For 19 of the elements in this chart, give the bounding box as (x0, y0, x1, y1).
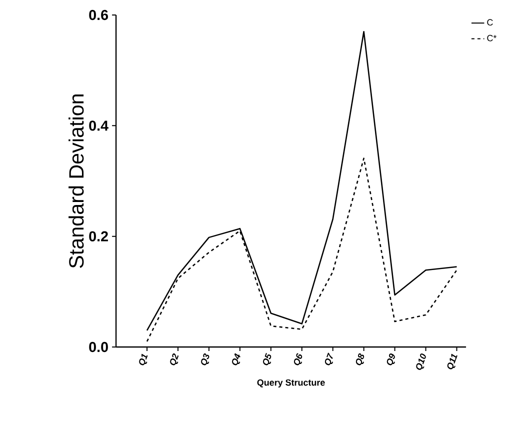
legend-label: C* (487, 34, 497, 42)
x-tick-label: Q7 (324, 352, 333, 366)
y-tick-label: 0.0 (89, 342, 108, 352)
x-tick-label: Q3 (201, 353, 210, 366)
x-tick-label: Q6 (294, 353, 302, 366)
x-tick-label: Q1 (139, 354, 148, 366)
x-tick-label: Q11 (447, 354, 458, 370)
x-tick-label: Q10 (416, 353, 426, 370)
y-axis-title: Standard Deviation (68, 94, 84, 268)
y-tick-label: 0.4 (89, 120, 108, 131)
legend-label: C (487, 19, 493, 26)
x-tick-label: Q2 (170, 353, 179, 366)
x-tick-label: Q9 (386, 353, 395, 366)
x-axis-title: Query Structure (257, 379, 325, 388)
x-tick-label: Q5 (262, 352, 272, 366)
x-tick-label: Q8 (356, 353, 364, 366)
y-tick-label: 0.6 (89, 10, 108, 20)
x-tick-label: Q4 (232, 353, 240, 366)
y-tick-label: 0.2 (89, 231, 108, 242)
